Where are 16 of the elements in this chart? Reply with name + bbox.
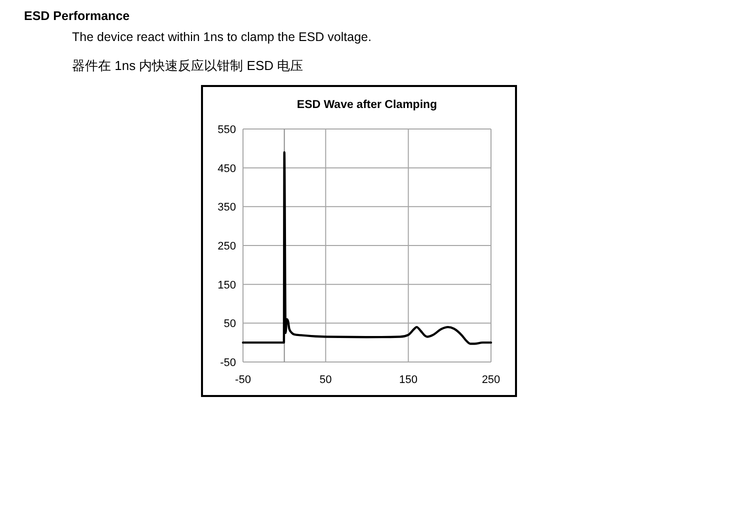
y-tick-label: 50 [224,318,236,330]
y-tick-label: 350 [218,202,236,214]
y-tick-label: 450 [218,162,236,175]
x-tick-label: -50 [235,374,251,386]
text: ESD Performance [24,9,130,23]
y-tick-label: 250 [218,240,236,252]
chart-title: ESD Wave after Clamping [296,99,438,111]
text: The device react within 1ns to clamp the ESD voltage. [72,30,372,44]
x-tick-label: 150 [399,374,418,386]
y-tick-label: 150 [218,279,236,292]
text: 器件在 1ns 内快速反应以钳制 ESD 电压 [72,58,304,73]
x-tick-label: 250 [482,374,500,386]
y-tick-label: 550 [218,124,236,136]
x-tick-label: 50 [320,374,332,386]
y-tick-label: -50 [220,357,236,369]
line-series [242,151,492,345]
